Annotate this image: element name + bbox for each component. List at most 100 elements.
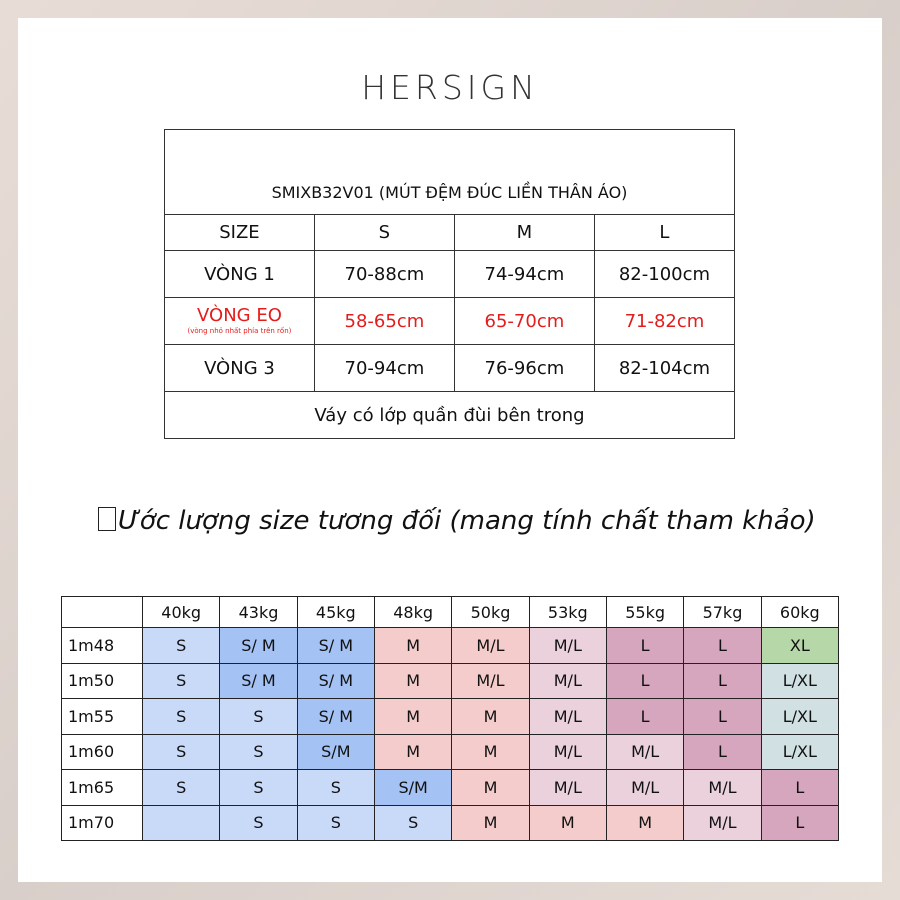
size-cell: S [219,698,298,735]
height-label: 1m70 [61,804,143,841]
weight-header: 55kg [605,596,685,628]
size-cell: L [605,698,685,735]
row-label-waist: VÒNG EO (vòng nhỏ nhất phía trên rốn) [164,297,315,345]
size-cell: S [296,804,375,841]
size-cell: L [683,733,762,770]
size-table-header-row: SIZE S M L [164,214,736,251]
size-cell: L [683,627,762,664]
size-cell: S/ M [296,662,375,699]
size-cell: M/L [528,733,607,770]
grid-header-row: 40kg 43kg 45kg 48kg 50kg 53kg 55kg 57kg 60kg [61,596,840,628]
size-cell: S [141,698,221,735]
size-table-title: SMIXB32V01 (MÚT ĐỆM ĐÚC LIỀN THÂN ÁO) [164,129,735,215]
size-cell: M/L [528,662,607,699]
weight-header: 40kg [141,596,221,628]
size-cell: M [528,804,607,841]
size-cell [141,804,221,841]
size-cell: S [141,769,221,806]
size-table-footer: Váy có lớp quần đùi bên trong [164,391,735,439]
waist-sublabel: (vòng nhỏ nhất phía trên rốn) [187,327,292,335]
estimate-heading: Ước lượng size tương đối (mang tính chất… [98,506,828,536]
size-cell: XL [760,627,840,664]
size-cell: L/XL [760,698,840,735]
size-cell: L [760,769,840,806]
size-header-s: S [313,214,455,251]
weight-header: 45kg [296,596,375,628]
size-measurement-table: SMIXB32V01 (MÚT ĐỆM ĐÚC LIỀN THÂN ÁO) SI… [164,129,736,439]
size-cell: S [219,804,298,841]
size-cell: M/L [451,662,530,699]
size-cell: S [219,769,298,806]
grid-row: 1m65 S S S S/M M M/L M/L M/L L [61,769,840,806]
size-cell: L/XL [760,733,840,770]
size-cell: M/L [528,627,607,664]
grid-row: 1m50 S S/ M S/ M M M/L M/L L L L/XL [61,662,840,699]
size-value: 82-104cm [593,344,736,392]
size-cell: S/M [373,769,453,806]
height-weight-size-grid: 40kg 43kg 45kg 48kg 50kg 53kg 55kg 57kg 60kg 1m4… [61,596,840,841]
size-row-vong1: VÒNG 1 70-88cm 74-94cm 82-100cm [164,250,736,298]
size-cell: S/ M [296,627,375,664]
size-value: 65-70cm [453,297,595,345]
size-cell: M/L [528,769,607,806]
size-cell: S/ M [219,627,298,664]
brand-logo: HERSIGN [361,68,539,107]
size-cell: S [141,627,221,664]
checkbox-icon [98,507,116,531]
size-header-m: M [453,214,595,251]
height-label: 1m60 [61,733,143,770]
weight-header: 50kg [451,596,530,628]
size-row-vong3: VÒNG 3 70-94cm 76-96cm 82-104cm [164,344,736,392]
size-value: 82-100cm [593,250,736,298]
grid-row: 1m70 S S S M M M M/L L [61,804,840,841]
size-cell: L [605,662,685,699]
weight-header: 48kg [373,596,453,628]
size-cell: S [296,769,375,806]
height-label: 1m48 [61,627,143,664]
size-cell: M [373,662,453,699]
size-cell: L [683,698,762,735]
size-cell: M [451,733,530,770]
size-value: 71-82cm [593,297,736,345]
size-cell: S [219,733,298,770]
size-value: 76-96cm [453,344,595,392]
grid-corner-cell [61,596,143,628]
size-cell: M [373,698,453,735]
size-cell: S [141,662,221,699]
size-value: 74-94cm [453,250,595,298]
size-cell: M/L [528,698,607,735]
size-cell: L [760,804,840,841]
size-cell: M/L [605,733,685,770]
size-header-l: L [593,214,736,251]
size-guide-card: HERSIGN SMIXB32V01 (MÚT ĐỆM ĐÚC LIỀN THÂ… [18,18,882,882]
size-cell: L [605,627,685,664]
size-cell: M [373,627,453,664]
size-cell: S [141,733,221,770]
waist-label: VÒNG EO [197,305,282,326]
size-cell: L [683,662,762,699]
size-cell: S/M [296,733,375,770]
size-cell: S/ M [296,698,375,735]
size-value: 70-88cm [313,250,455,298]
size-cell: L/XL [760,662,840,699]
size-cell: M [605,804,685,841]
size-row-vong-eo: VÒNG EO (vòng nhỏ nhất phía trên rốn) 58… [164,297,736,345]
size-header-label: SIZE [164,214,315,251]
size-cell: M [373,733,453,770]
size-cell: M/L [605,769,685,806]
row-label: VÒNG 1 [164,250,315,298]
estimate-heading-text: Ước lượng size tương đối (mang tính chất… [118,506,816,536]
grid-row: 1m48 S S/ M S/ M M M/L M/L L L XL [61,627,840,664]
grid-row: 1m60 S S S/M M M M/L M/L L L/XL [61,733,840,770]
grid-row: 1m55 S S S/ M M M M/L L L L/XL [61,698,840,735]
weight-header: 57kg [683,596,762,628]
height-label: 1m55 [61,698,143,735]
size-cell: M [451,769,530,806]
size-cell: M/L [451,627,530,664]
size-cell: M/L [683,804,762,841]
size-cell: S [373,804,453,841]
size-cell: M [451,698,530,735]
size-cell: M [451,804,530,841]
size-cell: M/L [683,769,762,806]
weight-header: 43kg [219,596,298,628]
